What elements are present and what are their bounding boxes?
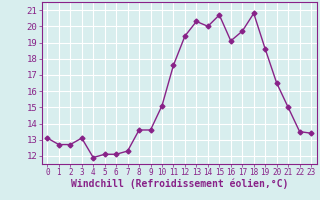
X-axis label: Windchill (Refroidissement éolien,°C): Windchill (Refroidissement éolien,°C) — [70, 179, 288, 189]
